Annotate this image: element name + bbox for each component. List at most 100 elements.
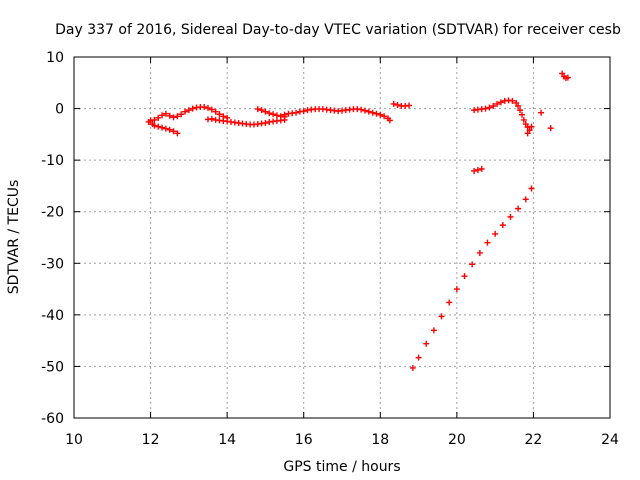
x-tick-labels: 10 12 14 16 18 20 22 24 [65, 432, 619, 448]
data-point [369, 109, 376, 116]
x-tick-label: 24 [601, 432, 619, 448]
data-point [262, 108, 269, 115]
data-point [300, 108, 307, 115]
data-point [254, 106, 261, 113]
data-point [258, 107, 265, 114]
data-point [208, 106, 215, 113]
data-point [155, 123, 162, 130]
data-point [490, 102, 497, 109]
data-point [270, 111, 277, 118]
data-point [474, 166, 481, 173]
data-point [394, 101, 401, 108]
data-point [499, 222, 506, 229]
data-point [216, 111, 223, 118]
axis-ticks [73, 56, 611, 419]
data-point [162, 110, 169, 117]
data-point [453, 286, 460, 293]
data-point [515, 205, 522, 212]
data-point [526, 127, 533, 134]
data-point [155, 114, 162, 121]
chart-title: Day 337 of 2016, Sidereal Day-to-day VTE… [55, 22, 621, 38]
y-axis-label: SDTVAR / TECUs [6, 180, 22, 295]
data-point [513, 99, 520, 106]
data-point [461, 273, 468, 280]
data-point [151, 116, 158, 123]
data-point [522, 121, 529, 128]
data-point [159, 124, 166, 131]
data-point [170, 114, 177, 121]
data-point [166, 126, 173, 133]
data-point [520, 116, 527, 123]
data-point [373, 110, 380, 117]
data-point [381, 113, 388, 120]
data-point [482, 105, 489, 112]
data-point [377, 111, 384, 118]
data-point [201, 104, 208, 111]
data-point [365, 108, 372, 115]
data-point [538, 109, 545, 116]
y-tick-label: -40 [41, 308, 64, 324]
x-tick-label: 20 [448, 432, 466, 448]
x-tick-label: 14 [218, 432, 236, 448]
data-point [182, 108, 189, 115]
y-tick-label: -50 [41, 359, 64, 375]
data-point [390, 100, 397, 107]
x-tick-label: 12 [142, 432, 160, 448]
data-point [476, 249, 483, 256]
data-point [406, 102, 412, 109]
data-point [281, 111, 288, 118]
y-tick-label: -30 [41, 256, 64, 272]
data-point [185, 107, 192, 114]
x-axis-label: GPS time / hours [283, 459, 400, 475]
data-point [497, 99, 504, 106]
data-point [547, 125, 554, 132]
plot-frame [73, 56, 611, 419]
y-tick-label: 10 [46, 50, 64, 66]
data-point [212, 108, 219, 115]
data-point [438, 313, 445, 320]
data-point [469, 261, 476, 268]
data-point [415, 354, 422, 361]
data-point [430, 327, 437, 334]
data-point [528, 185, 535, 192]
data-point [189, 105, 196, 112]
x-tick-label: 18 [371, 432, 389, 448]
data-point [178, 111, 185, 118]
y-tick-label: -10 [41, 153, 64, 169]
x-tick-label: 10 [65, 432, 83, 448]
data-point [151, 122, 158, 129]
data-point [524, 130, 531, 137]
data-point [361, 107, 368, 114]
data-point [528, 123, 535, 130]
data-point [507, 213, 514, 220]
data-point [518, 111, 525, 118]
data-point [471, 167, 478, 174]
data-point [486, 104, 493, 111]
data-point [564, 74, 571, 81]
data-point [484, 239, 491, 246]
data-point [492, 230, 499, 237]
data-point [174, 130, 181, 137]
data-point [559, 70, 566, 77]
data-points [145, 70, 571, 371]
data-point [162, 125, 169, 132]
data-point [262, 120, 269, 127]
data-point [515, 102, 522, 109]
y-tick-labels: 10 0 -10 -20 -30 -40 -50 -60 [41, 50, 64, 427]
data-point [509, 97, 516, 104]
data-point [273, 112, 280, 119]
y-tick-label: -60 [41, 411, 64, 427]
data-point [205, 105, 211, 112]
y-tick-label: -20 [41, 205, 64, 221]
data-point [166, 112, 173, 119]
data-point [208, 115, 215, 122]
data-point [423, 340, 430, 347]
x-tick-label: 22 [525, 432, 543, 448]
data-point [266, 110, 273, 117]
y-tick-label: 0 [55, 102, 64, 118]
x-tick-label: 16 [295, 432, 313, 448]
data-point [159, 112, 166, 119]
data-point [386, 117, 393, 124]
data-point [522, 196, 529, 203]
